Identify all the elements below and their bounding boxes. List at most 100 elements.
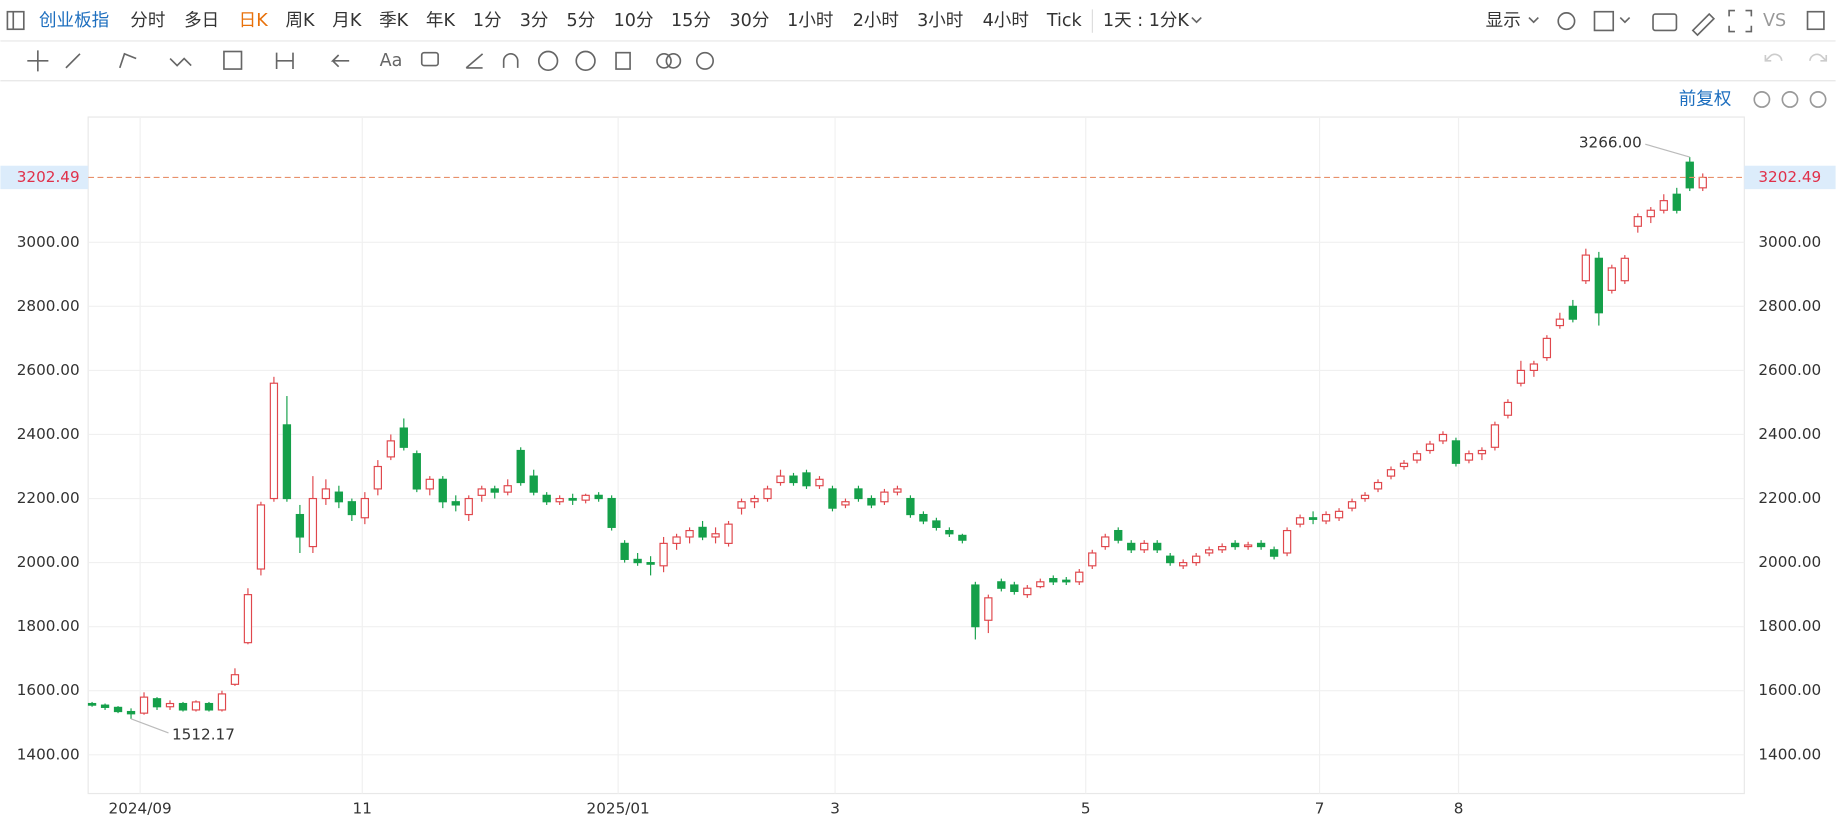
period-button[interactable]: 1小时 — [787, 11, 833, 31]
reset-button[interactable] — [1753, 91, 1771, 108]
angle-tool[interactable] — [465, 53, 484, 69]
y-tick-label: 1800.00 — [17, 617, 80, 635]
candle-body — [1321, 513, 1331, 522]
candle-body — [737, 501, 746, 509]
candle-body — [1217, 545, 1227, 551]
period-button[interactable]: 3分 — [520, 11, 549, 31]
candle-body — [880, 491, 889, 503]
fullscreen-icon[interactable] — [1728, 9, 1753, 33]
delete-tool[interactable] — [615, 51, 631, 70]
candle-body — [1360, 494, 1370, 500]
pen-icon[interactable] — [1691, 12, 1716, 37]
candle-body — [1179, 562, 1188, 567]
candle-body — [113, 706, 123, 713]
note-tool[interactable] — [420, 51, 439, 67]
period-button[interactable]: 周K — [285, 11, 315, 31]
candle-body — [477, 488, 486, 496]
candle-body — [971, 584, 980, 628]
candle-body — [555, 497, 564, 503]
candle-body — [1451, 440, 1461, 464]
display-menu[interactable]: 显示 — [1486, 11, 1521, 31]
period-button[interactable]: 3小时 — [917, 11, 963, 31]
candle-body — [1062, 579, 1071, 583]
line-tool[interactable] — [65, 53, 81, 69]
period-button[interactable]: Tick — [1046, 11, 1083, 31]
period-button[interactable]: 4小时 — [983, 11, 1029, 31]
camera-icon[interactable] — [1652, 13, 1678, 32]
y-tick-label: 2600.00 — [1758, 361, 1821, 379]
candle-body — [178, 702, 188, 711]
zoom-out[interactable] — [1781, 91, 1799, 108]
last-price-tag — [0, 165, 89, 190]
candle-body — [815, 478, 824, 487]
sidebar-toggle[interactable] — [6, 10, 25, 31]
period-button[interactable]: 2小时 — [853, 11, 899, 31]
candle-body — [152, 698, 162, 708]
candle-body — [789, 475, 798, 484]
period-button[interactable]: 年K — [426, 11, 456, 31]
candle-body — [1192, 555, 1201, 564]
link-tool[interactable] — [656, 53, 672, 69]
settings-icon[interactable] — [1557, 12, 1576, 31]
candle-body — [399, 427, 408, 448]
candle-body — [581, 494, 590, 501]
candle-body — [763, 488, 772, 500]
settings-tool[interactable] — [695, 51, 714, 70]
lock-tool[interactable] — [537, 50, 559, 72]
candle-body — [919, 513, 928, 522]
candle-body — [711, 533, 720, 538]
x-tick-label: 8 — [1454, 799, 1464, 817]
wave-tool[interactable] — [169, 57, 192, 67]
candle-body — [464, 497, 473, 516]
undo[interactable] — [1764, 53, 1783, 62]
arrow-tool[interactable] — [330, 54, 350, 68]
period-button[interactable]: 10分 — [614, 11, 654, 31]
period-button[interactable]: 日K — [239, 11, 269, 31]
fib-tool[interactable] — [223, 50, 243, 70]
magnet-tool[interactable] — [502, 53, 519, 68]
candle-body — [1386, 469, 1396, 477]
candle-body — [308, 497, 318, 548]
range-tool[interactable] — [275, 52, 294, 70]
period-button[interactable]: 分时 — [130, 11, 165, 31]
period-button[interactable]: 1分 — [473, 11, 502, 31]
candle-body — [594, 494, 603, 500]
text-tool[interactable]: Aa — [380, 51, 403, 71]
period-button[interactable]: 5分 — [567, 11, 596, 31]
max-label: 3266.00 — [1579, 134, 1642, 152]
candle-body — [490, 488, 499, 493]
candle-body — [516, 449, 525, 484]
panel-toggle[interactable] — [1806, 10, 1825, 31]
period-button[interactable]: 季K — [379, 11, 409, 31]
period-bar: 分时 多日 日K 周K 月K 季K 年K 1分 3分 5分 10分 15分 30分 1小时 2小时 3小时 4小… — [130, 11, 1082, 31]
period-button[interactable]: 多日 — [184, 11, 219, 31]
period-button[interactable]: 15分 — [671, 11, 711, 31]
y-tick-label: 2200.00 — [17, 489, 80, 507]
link-tool[interactable] — [665, 53, 682, 69]
y-tick-label: 1400.00 — [17, 745, 80, 763]
eye-tool[interactable] — [575, 50, 596, 72]
y-tick-label: 2200.00 — [1758, 489, 1821, 507]
candle-body — [1075, 571, 1084, 583]
layout-icon[interactable] — [1593, 10, 1615, 32]
interval-select[interactable]: 1天 : 1分K — [1103, 11, 1189, 31]
candle-body — [1114, 529, 1123, 541]
candle-body — [1166, 555, 1175, 564]
candle-body — [1568, 305, 1578, 320]
period-button[interactable]: 30分 — [730, 11, 770, 31]
redo[interactable] — [1809, 53, 1828, 62]
zoom-in[interactable] — [1809, 91, 1827, 108]
adjust-mode[interactable]: 前复权 — [1679, 89, 1732, 109]
x-tick-label: 5 — [1081, 799, 1091, 817]
candle-body — [542, 494, 551, 503]
y-tick-label: 1400.00 — [1758, 745, 1821, 763]
candle-body — [1204, 549, 1214, 554]
symbol[interactable]: 创业板指 — [39, 11, 109, 31]
polyline-tool[interactable] — [118, 52, 137, 69]
x-tick-label: 7 — [1315, 799, 1325, 817]
min-leader — [130, 718, 169, 734]
candle-body — [568, 497, 577, 501]
move-tool[interactable] — [27, 50, 49, 72]
candle-body — [1594, 257, 1603, 314]
period-button[interactable]: 月K — [332, 11, 362, 31]
